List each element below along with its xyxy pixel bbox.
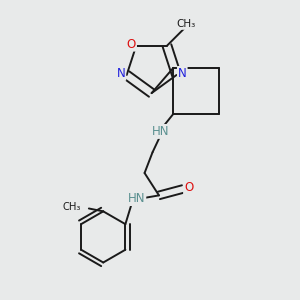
Text: N: N (178, 67, 187, 80)
Text: HN: HN (152, 125, 169, 138)
Text: O: O (127, 38, 136, 51)
Text: CH₃: CH₃ (177, 19, 196, 29)
Text: HN: HN (128, 192, 145, 205)
Text: CH₃: CH₃ (62, 202, 81, 212)
Text: O: O (184, 181, 193, 194)
Text: N: N (116, 67, 125, 80)
